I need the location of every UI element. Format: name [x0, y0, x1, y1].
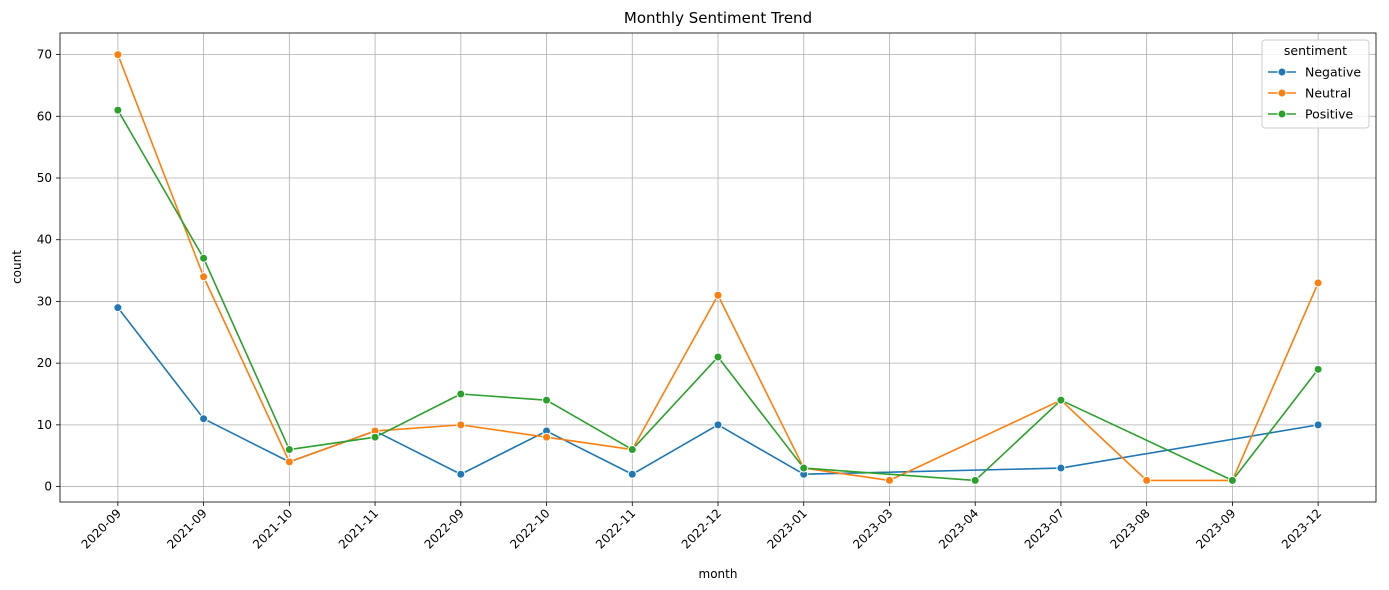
neutral-data-point — [285, 458, 293, 466]
positive-data-point — [285, 446, 293, 454]
neutral-data-point — [885, 476, 893, 484]
y-tick-label: 30 — [37, 294, 52, 308]
positive-data-point — [1314, 365, 1322, 373]
positive-data-point — [1057, 396, 1065, 404]
legend-title: sentiment — [1284, 43, 1347, 58]
y-tick-label: 40 — [37, 233, 52, 247]
positive-data-point — [714, 353, 722, 361]
x-axis-ticks: 2020-09 2021-09 2021-10 2021-11 2022-09 2022-… — [79, 502, 1325, 552]
x-axis-label: month — [699, 567, 738, 581]
x-tick-label: 2022-12 — [679, 506, 724, 551]
x-tick-label: 2023-07 — [1022, 506, 1067, 551]
grid-layer — [60, 33, 1376, 502]
y-axis-ticks: 0 10 20 30 40 50 60 70 — [37, 48, 60, 494]
legend: sentiment Negative Neutral Positive — [1262, 40, 1369, 128]
neutral-data-point — [1143, 476, 1151, 484]
legend-marker-positive — [1278, 110, 1286, 118]
x-tick-label: 2023-01 — [764, 506, 809, 551]
y-tick-label: 70 — [37, 48, 52, 62]
neutral-data-point — [714, 291, 722, 299]
legend-marker-neutral — [1278, 89, 1286, 97]
positive-data-point — [114, 106, 122, 114]
positive-data-point — [457, 390, 465, 398]
y-tick-label: 10 — [37, 418, 52, 432]
positive-data-point — [200, 254, 208, 262]
y-tick-label: 50 — [37, 171, 52, 185]
chart-title: Monthly Sentiment Trend — [624, 9, 812, 27]
negative-data-point — [628, 470, 636, 478]
x-tick-label: 2023-03 — [850, 506, 895, 551]
negative-data-point — [1314, 421, 1322, 429]
positive-data-point — [628, 446, 636, 454]
neutral-data-point — [543, 433, 551, 441]
positive-data-point — [1228, 476, 1236, 484]
legend-items: Negative Neutral Positive — [1268, 65, 1361, 122]
negative-data-point — [114, 304, 122, 312]
neutral-data-point — [457, 421, 465, 429]
negative-data-point — [714, 421, 722, 429]
x-tick-label: 2021-09 — [164, 506, 209, 551]
positive-data-point — [800, 464, 808, 472]
y-tick-label: 20 — [37, 356, 52, 370]
x-tick-label: 2023-08 — [1107, 506, 1152, 551]
negative-data-point — [457, 470, 465, 478]
x-tick-label: 2020-09 — [79, 506, 124, 551]
x-tick-label: 2023-12 — [1279, 506, 1324, 551]
negative-data-point — [200, 415, 208, 423]
x-tick-label: 2023-04 — [936, 506, 981, 551]
x-tick-label: 2023-09 — [1193, 506, 1238, 551]
neutral-data-point — [114, 51, 122, 59]
positive-data-point — [543, 396, 551, 404]
x-tick-label: 2021-10 — [250, 506, 295, 551]
x-tick-label: 2022-10 — [507, 506, 552, 551]
y-axis-label: count — [10, 250, 24, 284]
x-tick-label: 2022-11 — [593, 506, 638, 551]
legend-marker-negative — [1278, 68, 1286, 76]
positive-data-point — [971, 476, 979, 484]
x-tick-label: 2021-11 — [336, 506, 381, 551]
y-tick-label: 60 — [37, 109, 52, 123]
negative-data-point — [1057, 464, 1065, 472]
legend-label-neutral: Neutral — [1305, 86, 1351, 101]
legend-label-negative: Negative — [1305, 65, 1361, 80]
neutral-data-point — [1314, 279, 1322, 287]
positive-data-point — [371, 433, 379, 441]
x-tick-label: 2022-09 — [422, 506, 467, 551]
y-tick-label: 0 — [44, 480, 52, 494]
neutral-data-point — [200, 273, 208, 281]
legend-label-positive: Positive — [1305, 107, 1353, 122]
